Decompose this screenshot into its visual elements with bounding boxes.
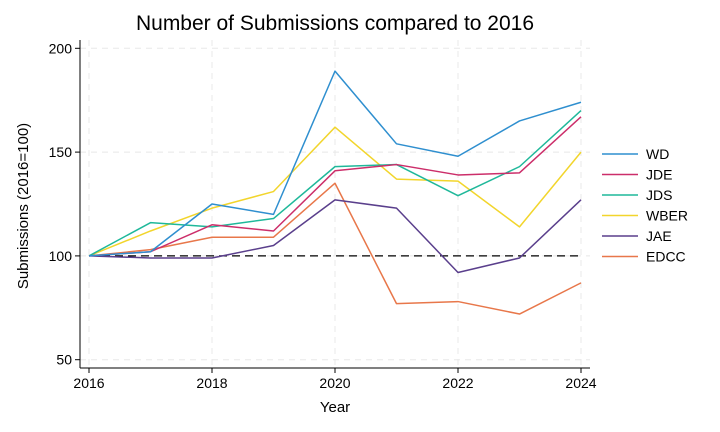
- series-group: [88, 70, 582, 315]
- legend-label-jds: JDS: [646, 187, 672, 203]
- chart-title: Number of Submissions compared to 2016: [136, 12, 534, 35]
- y-tick-label: 200: [49, 40, 73, 56]
- legend-label-wd: WD: [646, 146, 669, 162]
- y-tick-label: 50: [56, 352, 72, 368]
- series-line-jae: [88, 199, 582, 274]
- x-tick-label: 2016: [73, 375, 104, 391]
- x-tick-label: 2018: [196, 375, 227, 391]
- y-tick-label: 150: [49, 144, 73, 160]
- x-tick-label: 2020: [319, 375, 350, 391]
- series-line-edcc: [88, 182, 582, 315]
- legend-label-edcc: EDCC: [646, 249, 686, 265]
- x-axis-label: Year: [320, 399, 350, 416]
- legend-label-jae: JAE: [646, 228, 672, 244]
- y-tick-label: 100: [49, 248, 73, 264]
- legend-label-jde: JDE: [646, 167, 672, 183]
- legend-label-wber: WBER: [646, 208, 688, 224]
- grid: [80, 40, 590, 368]
- y-axis-label: Submissions (2016=100): [15, 123, 32, 289]
- series-line-wber: [88, 126, 582, 257]
- x-tick-label: 2022: [442, 375, 473, 391]
- series-line-wd: [88, 70, 582, 257]
- x-tick-label: 2024: [565, 375, 596, 391]
- legend: WD JDE JDS WBER JAE EDCC: [602, 146, 688, 265]
- series-line-jde: [88, 116, 582, 257]
- axes: 50 100 150 200 2016 2018 2020 2022 2024: [49, 40, 597, 391]
- series-line-jds: [88, 110, 582, 257]
